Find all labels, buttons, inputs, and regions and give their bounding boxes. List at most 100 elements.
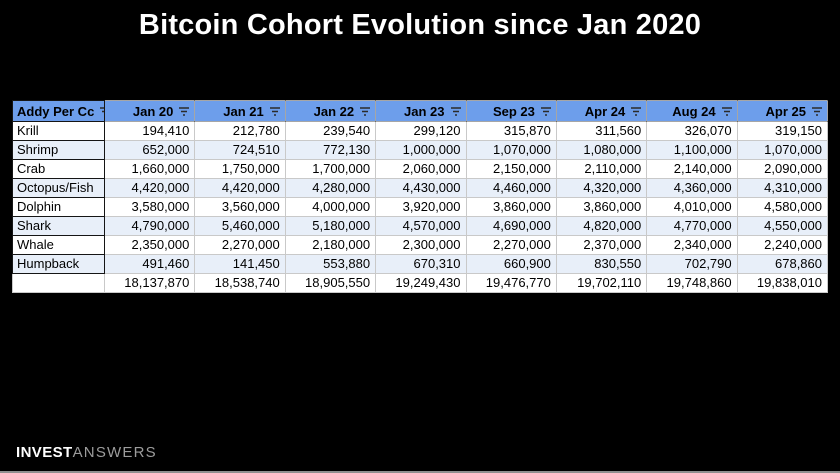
bottom-divider <box>0 471 840 473</box>
logo-text-bold: INVEST <box>16 444 73 461</box>
value-cell: 239,540 <box>284 121 377 141</box>
value-cell: 1,000,000 <box>375 140 467 160</box>
value-cell: 1,660,000 <box>103 159 196 179</box>
column-header[interactable]: Jan 22 <box>284 100 377 122</box>
value-cell: 3,580,000 <box>103 197 196 217</box>
row-label-cell: Shrimp <box>12 140 105 160</box>
value-cell: 3,560,000 <box>194 197 286 217</box>
value-cell: 4,460,000 <box>465 178 557 198</box>
row-label-cell: Whale <box>12 235 105 255</box>
value-cell: 1,700,000 <box>284 159 377 179</box>
value-cell: 2,090,000 <box>736 159 829 179</box>
value-cell: 660,900 <box>465 254 557 274</box>
value-cell: 1,100,000 <box>646 140 738 160</box>
table-row: Shark 4,790,000 5,460,000 5,180,000 4,570,00… <box>12 216 829 236</box>
value-cell: 702,790 <box>646 254 738 274</box>
value-cell: 2,140,000 <box>646 159 738 179</box>
value-cell: 2,240,000 <box>736 235 829 255</box>
value-cell: 4,420,000 <box>103 178 196 198</box>
value-cell: 3,920,000 <box>375 197 467 217</box>
page-title: Bitcoin Cohort Evolution since Jan 2020 <box>138 9 702 41</box>
value-cell: 5,180,000 <box>284 216 377 236</box>
value-cell: 141,450 <box>194 254 286 274</box>
row-label-cell: Octopus/Fish <box>12 178 105 198</box>
value-cell: 830,550 <box>555 254 648 274</box>
column-header[interactable]: Apr 24 <box>555 100 648 122</box>
value-cell: 2,270,000 <box>194 235 286 255</box>
value-cell: 4,310,000 <box>736 178 829 198</box>
row-label-cell: Humpback <box>12 254 105 274</box>
table-row: Dolphin 3,580,000 3,560,000 4,000,000 3,920,… <box>12 197 829 217</box>
value-cell: 670,310 <box>375 254 467 274</box>
value-cell: 194,410 <box>103 121 196 141</box>
value-cell: 553,880 <box>284 254 377 274</box>
value-cell: 1,080,000 <box>555 140 648 160</box>
table-row: Crab 1,660,000 1,750,000 1,700,000 2,060,000… <box>12 159 829 179</box>
header-row: Addy Per Cc Jan 20 Jan 21 Jan 22 Jan 23 Sep 2… <box>12 100 829 122</box>
column-header-labels[interactable]: Addy Per Cc <box>12 100 105 122</box>
value-cell: 4,010,000 <box>646 197 738 217</box>
total-value-cell: 19,476,770 <box>465 273 557 293</box>
value-cell: 2,350,000 <box>103 235 196 255</box>
column-header-text: Sep 23 <box>492 103 535 119</box>
value-cell: 4,360,000 <box>646 178 738 198</box>
value-cell: 2,060,000 <box>375 159 467 179</box>
value-cell: 4,000,000 <box>284 197 377 217</box>
total-value-cell: 19,702,110 <box>555 273 648 293</box>
filter-icon[interactable] <box>450 106 462 117</box>
logo-text-light: ANSWERS <box>72 444 157 461</box>
total-value-cell: 19,748,860 <box>646 273 738 293</box>
filter-icon[interactable] <box>178 106 190 117</box>
table-row: Shrimp 652,000 724,510 772,130 1,000,000 1,07… <box>12 140 829 160</box>
row-label-cell: Dolphin <box>12 197 105 217</box>
value-cell: 5,460,000 <box>194 216 286 236</box>
value-cell: 4,570,000 <box>375 216 467 236</box>
value-cell: 4,770,000 <box>646 216 738 236</box>
value-cell: 2,150,000 <box>465 159 557 179</box>
total-value-cell: 18,538,740 <box>194 273 286 293</box>
value-cell: 4,690,000 <box>465 216 557 236</box>
total-value-cell: 18,137,870 <box>103 273 196 293</box>
value-cell: 3,860,000 <box>555 197 648 217</box>
value-cell: 491,460 <box>103 254 196 274</box>
column-header-text: Jan 21 <box>223 103 264 119</box>
table-row: Octopus/Fish 4,420,000 4,420,000 4,280,000 4… <box>12 178 829 198</box>
total-value-cell: 19,838,010 <box>736 273 829 293</box>
value-cell: 2,110,000 <box>555 159 648 179</box>
value-cell: 3,860,000 <box>465 197 557 217</box>
column-header-text: Jan 20 <box>132 103 174 119</box>
totals-label-cell <box>12 273 105 293</box>
filter-icon[interactable] <box>540 106 552 117</box>
column-header-text: Jan 23 <box>404 103 445 119</box>
filter-icon[interactable] <box>630 106 642 117</box>
value-cell: 4,430,000 <box>375 178 467 198</box>
value-cell: 1,070,000 <box>465 140 557 160</box>
total-value-cell: 18,905,550 <box>284 273 377 293</box>
column-header-text: Aug 24 <box>672 103 716 119</box>
filter-icon[interactable] <box>721 106 733 117</box>
filter-icon[interactable] <box>99 106 104 117</box>
value-cell: 2,300,000 <box>375 235 467 255</box>
value-cell: 319,150 <box>736 121 829 141</box>
column-header[interactable]: Jan 23 <box>375 100 467 122</box>
table-row: Whale 2,350,000 2,270,000 2,180,000 2,300,00… <box>12 235 829 255</box>
column-header[interactable]: Sep 23 <box>465 100 557 122</box>
filter-icon[interactable] <box>359 106 371 117</box>
filter-icon[interactable] <box>269 106 281 117</box>
column-header[interactable]: Jan 20 <box>103 100 196 122</box>
column-header[interactable]: Jan 21 <box>194 100 286 122</box>
table-body: Krill 194,410 212,780 239,540 299,120 315,870… <box>12 121 829 293</box>
value-cell: 311,560 <box>555 121 648 141</box>
column-header[interactable]: Apr 25 <box>736 100 829 122</box>
column-header-text: Apr 25 <box>765 103 806 119</box>
value-cell: 315,870 <box>465 121 557 141</box>
value-cell: 1,750,000 <box>194 159 286 179</box>
value-cell: 4,320,000 <box>555 178 648 198</box>
value-cell: 4,420,000 <box>194 178 286 198</box>
column-header-text: Apr 24 <box>584 103 626 119</box>
column-header[interactable]: Aug 24 <box>646 100 738 122</box>
row-label-cell: Krill <box>12 121 105 141</box>
filter-icon[interactable] <box>811 106 823 117</box>
value-cell: 678,860 <box>736 254 829 274</box>
